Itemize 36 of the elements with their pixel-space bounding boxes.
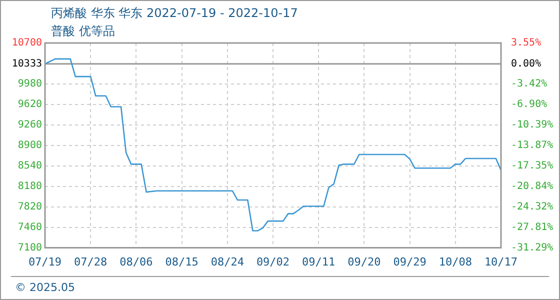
x-tick-label: 08/15: [165, 255, 198, 268]
y-tick-label: 10333: [12, 58, 42, 70]
y-tick-label: 9620: [18, 99, 42, 110]
chart-title: 丙烯酸 华东 华东 2022-07-19 - 2022-10-17: [51, 5, 298, 22]
x-tick-label: 07/19: [28, 255, 62, 268]
x-tick-label: 10/17: [484, 255, 518, 268]
x-tick-label: 08/24: [210, 255, 244, 268]
y2-tick-label: -24.32%: [511, 201, 554, 212]
y-tick-label: 7100: [18, 242, 42, 254]
y-tick-label: 9980: [18, 78, 42, 90]
y2-tick-label: -6.90%: [511, 99, 548, 110]
y-tick-label: 7820: [18, 201, 42, 212]
y-tick-label: 8540: [18, 160, 42, 172]
y2-tick-label: 3.55%: [511, 38, 542, 49]
x-tick-label: 09/02: [256, 255, 290, 268]
y2-tick-label: -3.42%: [511, 78, 548, 90]
x-tick-label: 10/08: [438, 255, 472, 268]
y-tick-label: 8900: [18, 140, 42, 151]
y2-tick-label: -31.29%: [511, 242, 554, 254]
y2-tick-label: -27.81%: [511, 222, 554, 233]
x-tick-label: 09/11: [302, 255, 336, 268]
y-tick-label: 10700: [12, 38, 42, 49]
text: © 2025.05: [15, 281, 75, 294]
y-tick-label: 9260: [18, 120, 42, 131]
chart-subtitle: 普酸 优等品: [51, 23, 115, 40]
x-tick-label: 09/29: [393, 255, 426, 268]
y2-tick-label: 0.00%: [511, 58, 542, 70]
y2-tick-label: -10.39%: [511, 120, 554, 131]
y2-tick-label: -17.35%: [511, 160, 554, 172]
y2-tick-label: -13.87%: [511, 140, 554, 151]
y-tick-label: 7460: [18, 222, 42, 233]
x-tick-label: 08/06: [120, 255, 153, 268]
y2-tick-label: -20.84%: [511, 180, 554, 192]
y-tick-label: 8180: [18, 180, 42, 192]
x-tick-label: 09/20: [348, 255, 381, 268]
x-tick-label: 07/28: [74, 255, 108, 268]
